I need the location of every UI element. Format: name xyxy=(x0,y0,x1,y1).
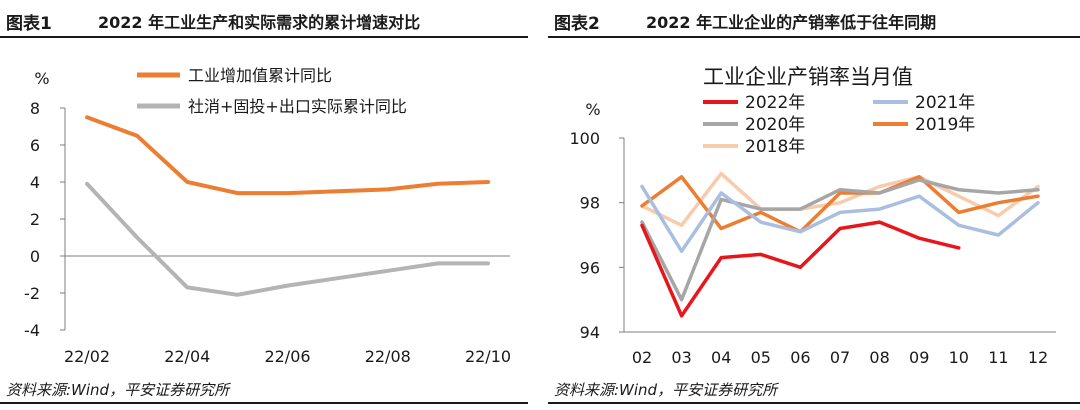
y-axis-label: % xyxy=(585,100,600,119)
x-tick-label: 04 xyxy=(711,348,731,367)
y-tick-label: 8 xyxy=(30,99,40,118)
y-tick-label: 4 xyxy=(30,173,40,192)
x-tick-label: 09 xyxy=(909,348,929,367)
figure-number: 图表1 xyxy=(6,14,52,34)
x-tick-label: 05 xyxy=(751,348,771,367)
legend-label: 工业增加值累计同比 xyxy=(188,66,332,85)
source-note: 资料来源:Wind，平安证券研究所 xyxy=(6,381,230,399)
x-tick-label: 02 xyxy=(632,348,652,367)
y-tick-label: 100 xyxy=(569,129,600,148)
series-line xyxy=(640,184,1040,253)
line-chart-2: 工业企业产销率当月值 94 96 98 100% 02 03 04 05 06 07 08 09 10 11… xyxy=(569,65,1056,367)
chart-panel-2: 图表2 2022 年工业企业的产销率低于往年同期 工业企业产销率当月值 94 96 9… xyxy=(548,0,1080,410)
legend-label: 2019年 xyxy=(915,115,975,135)
series-line xyxy=(640,220,961,318)
y-tick-label: -2 xyxy=(24,284,40,303)
legend-label: 2022年 xyxy=(745,93,805,113)
x-tick-label: 08 xyxy=(869,348,889,367)
series-line xyxy=(85,181,490,297)
x-tick-label: 06 xyxy=(790,348,810,367)
legend-label: 2020年 xyxy=(745,115,805,135)
figure-title: 2022 年工业生产和实际需求的累计增速对比 xyxy=(98,13,421,32)
y-tick-label: 2 xyxy=(30,210,40,229)
x-tick-label: 22/04 xyxy=(164,347,210,366)
x-tick-label: 22/02 xyxy=(64,347,110,366)
figure-header: 图表1 2022 年工业生产和实际需求的累计增速对比 xyxy=(0,6,528,38)
x-tick-label: 22/08 xyxy=(365,347,411,366)
y-tick-label: 6 xyxy=(30,136,40,155)
legend-label: 2018年 xyxy=(745,137,805,157)
x-tick-label: 10 xyxy=(949,348,969,367)
series-line xyxy=(640,178,1040,302)
y-axis-label: % xyxy=(34,69,49,88)
footer-divider xyxy=(548,402,1080,404)
chart-inner-title: 工业企业产销率当月值 xyxy=(703,65,913,89)
x-tick-label: 12 xyxy=(1028,348,1048,367)
y-tick-label: -4 xyxy=(24,321,40,340)
x-tick-label: 22/10 xyxy=(465,347,511,366)
legend-label: 社消+固投+出口实际累计同比 xyxy=(188,97,407,116)
y-tick-label: 0 xyxy=(30,247,40,266)
series-line xyxy=(85,115,490,196)
x-tick-label: 11 xyxy=(988,348,1008,367)
y-tick-label: 98 xyxy=(580,194,600,213)
y-tick-label: 96 xyxy=(580,258,600,277)
x-tick-label: 22/06 xyxy=(264,347,310,366)
chart-panel-1: 图表1 2022 年工业生产和实际需求的累计增速对比 -4 -2 0 2 4 6 8% 22/… xyxy=(0,0,528,410)
y-tick-label: 94 xyxy=(580,323,600,342)
legend-label: 2021年 xyxy=(915,93,975,113)
figure-title: 2022 年工业企业的产销率低于往年同期 xyxy=(646,13,937,32)
x-tick-label: 07 xyxy=(830,348,850,367)
line-chart-1: -4 -2 0 2 4 6 8% 22/02 22/04 22/06 22/08 22/10 工业增加值… xyxy=(24,66,511,366)
series-line xyxy=(640,171,1040,228)
x-tick-label: 03 xyxy=(671,348,691,367)
figure-number: 图表2 xyxy=(554,14,600,34)
footer-divider xyxy=(0,402,528,404)
source-note: 资料来源:Wind，平安证券研究所 xyxy=(554,381,778,399)
figure-header: 图表2 2022 年工业企业的产销率低于往年同期 xyxy=(548,6,1080,38)
